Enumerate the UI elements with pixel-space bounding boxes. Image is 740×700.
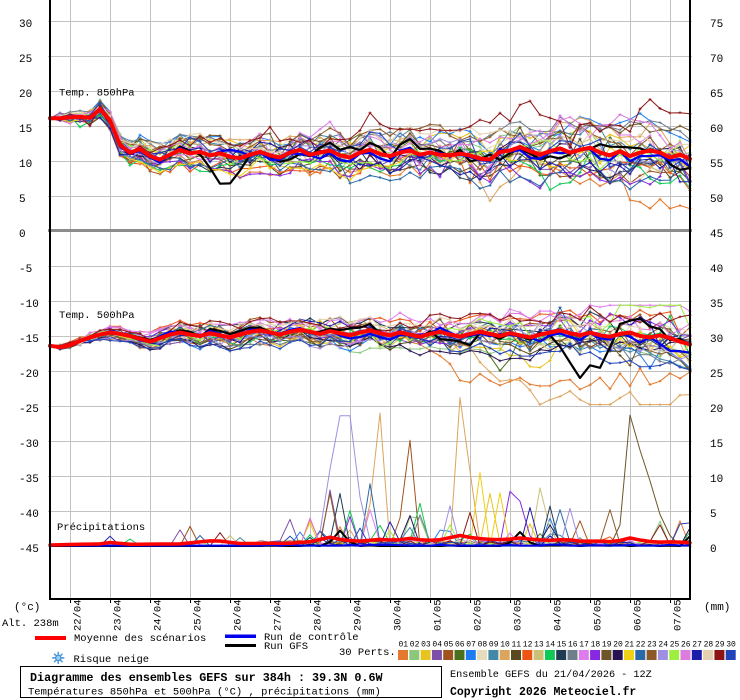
svg-text:55: 55	[710, 159, 723, 171]
svg-text:06: 06	[455, 641, 465, 650]
svg-text:10: 10	[19, 159, 32, 171]
svg-text:24: 24	[658, 641, 668, 650]
svg-text:Risque neige: Risque neige	[74, 654, 150, 666]
svg-text:21: 21	[625, 641, 635, 650]
svg-text:11: 11	[512, 641, 522, 650]
svg-text:30: 30	[710, 334, 723, 346]
svg-text:0: 0	[710, 544, 717, 556]
svg-text:Run GFS: Run GFS	[264, 641, 308, 653]
svg-text:29/04: 29/04	[353, 599, 365, 631]
svg-text:50: 50	[710, 194, 723, 206]
svg-text:60: 60	[710, 124, 723, 136]
svg-text:Ensemble GEFS du 21/04/2026 -: Ensemble GEFS du 21/04/2026 - 12Z	[450, 669, 652, 681]
svg-text:0: 0	[19, 229, 26, 241]
svg-text:Run de contrôle: Run de contrôle	[264, 632, 359, 644]
svg-text:05: 05	[444, 641, 454, 650]
svg-text:Précipitations: Précipitations	[57, 522, 145, 534]
svg-text:35: 35	[710, 299, 723, 311]
svg-text:-35: -35	[19, 474, 39, 486]
svg-text:07/05: 07/05	[673, 599, 685, 631]
svg-text:03: 03	[421, 641, 431, 650]
svg-text:-10: -10	[19, 299, 39, 311]
svg-text:20: 20	[710, 404, 723, 416]
svg-text:Diagramme des ensembles GEFS s: Diagramme des ensembles GEFS sur 384h : …	[30, 671, 384, 685]
svg-text:23: 23	[647, 641, 657, 650]
svg-text:-30: -30	[19, 439, 39, 451]
svg-text:15: 15	[19, 124, 32, 136]
svg-text:17: 17	[579, 641, 589, 650]
svg-text:03/05: 03/05	[513, 599, 525, 631]
svg-text:06/05: 06/05	[633, 599, 645, 631]
svg-text:04/05: 04/05	[553, 599, 565, 631]
svg-text:45: 45	[710, 229, 723, 241]
svg-text:-45: -45	[19, 544, 39, 556]
svg-text:02/05: 02/05	[473, 599, 485, 631]
svg-text:26/04: 26/04	[233, 599, 245, 631]
svg-text:-25: -25	[19, 404, 39, 416]
svg-text:-15: -15	[19, 334, 39, 346]
svg-text:26: 26	[681, 641, 691, 650]
svg-text:5: 5	[19, 194, 26, 206]
svg-text:01/05: 01/05	[433, 599, 445, 631]
svg-text:70: 70	[710, 54, 723, 66]
svg-text:05/05: 05/05	[593, 599, 605, 631]
svg-text:13: 13	[534, 641, 544, 650]
svg-text:07: 07	[466, 641, 476, 650]
svg-text:Alt. 238m: Alt. 238m	[2, 618, 59, 630]
svg-text:-40: -40	[19, 509, 39, 521]
svg-text:14: 14	[545, 641, 555, 650]
svg-text:16: 16	[568, 641, 578, 650]
svg-text:23/04: 23/04	[113, 599, 125, 631]
svg-text:22/04: 22/04	[73, 599, 85, 631]
svg-text:30/04: 30/04	[393, 599, 405, 631]
svg-text:30: 30	[19, 19, 32, 31]
svg-text:-20: -20	[19, 369, 39, 381]
svg-text:Temp. 850hPa: Temp. 850hPa	[59, 88, 135, 100]
svg-text:(mm): (mm)	[704, 602, 730, 614]
svg-text:20: 20	[613, 641, 623, 650]
svg-text:20: 20	[19, 89, 32, 101]
svg-text:25: 25	[19, 54, 32, 66]
svg-text:75: 75	[710, 19, 723, 31]
svg-text:10: 10	[500, 641, 510, 650]
svg-text:25/04: 25/04	[193, 599, 205, 631]
svg-text:Moyenne des scénarios: Moyenne des scénarios	[74, 633, 206, 645]
svg-text:10: 10	[710, 474, 723, 486]
svg-text:09: 09	[489, 641, 499, 650]
svg-text:24/04: 24/04	[153, 599, 165, 631]
svg-text:15: 15	[710, 439, 723, 451]
svg-text:04: 04	[432, 641, 442, 650]
svg-text:25: 25	[710, 369, 723, 381]
svg-text:08: 08	[478, 641, 488, 650]
svg-text:(°c): (°c)	[14, 602, 40, 614]
svg-text:30 Perts.: 30 Perts.	[339, 647, 396, 659]
svg-text:30: 30	[726, 641, 736, 650]
svg-text:-5: -5	[19, 264, 32, 276]
svg-text:22: 22	[636, 641, 646, 650]
svg-text:5: 5	[710, 509, 717, 521]
svg-text:28: 28	[704, 641, 714, 650]
svg-text:25: 25	[670, 641, 680, 650]
svg-text:65: 65	[710, 89, 723, 101]
svg-text:27/04: 27/04	[273, 599, 285, 631]
svg-text:40: 40	[710, 264, 723, 276]
svg-text:Températures 850hPa et 500hPa: Températures 850hPa et 500hPa (°C) , pré…	[28, 687, 381, 699]
svg-text:15: 15	[557, 641, 567, 650]
svg-text:19: 19	[602, 641, 612, 650]
svg-text:01: 01	[399, 641, 409, 650]
svg-text:12: 12	[523, 641, 533, 650]
svg-text:27: 27	[692, 641, 702, 650]
svg-text:18: 18	[591, 641, 601, 650]
svg-text:29: 29	[715, 641, 725, 650]
svg-text:02: 02	[410, 641, 420, 650]
svg-text:Temp. 500hPa: Temp. 500hPa	[59, 310, 135, 322]
svg-text:Copyright 2026 Meteociel.fr: Copyright 2026 Meteociel.fr	[450, 686, 636, 699]
svg-text:28/04: 28/04	[313, 599, 325, 631]
